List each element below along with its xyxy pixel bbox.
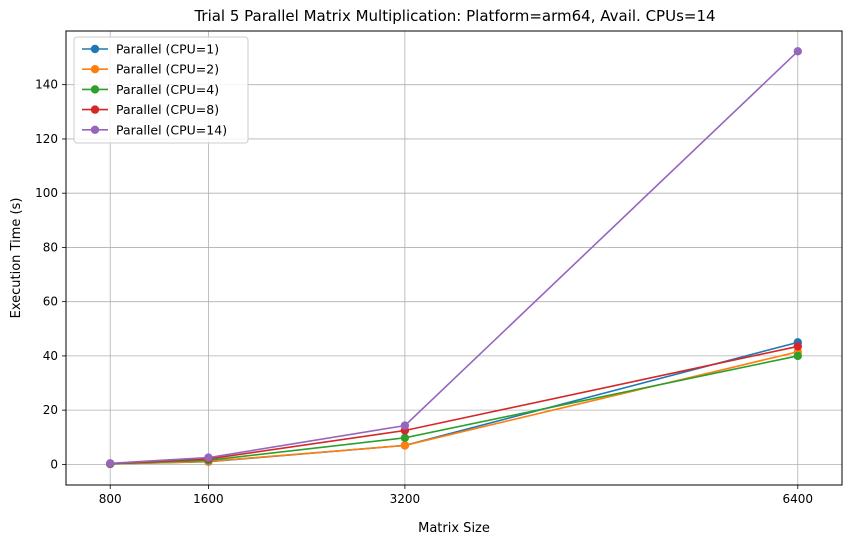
legend-label: Parallel (CPU=2): [116, 62, 219, 77]
x-tick-label: 3200: [390, 492, 421, 506]
data-point: [400, 421, 410, 430]
x-tick-label: 1600: [193, 492, 224, 506]
legend-label: Parallel (CPU=8): [116, 102, 219, 117]
y-tick-label: 80: [43, 240, 58, 254]
series-layer: [106, 47, 802, 469]
legend-marker: [90, 125, 100, 134]
series-2: [106, 347, 802, 469]
data-point: [793, 342, 802, 351]
plot-frame: [65, 30, 843, 486]
legend-marker: [90, 85, 100, 94]
axes: 800 1600 3200 6400 0 20 40 60 80 100 120 140: [35, 78, 813, 506]
x-tick-label: 6400: [783, 492, 814, 506]
legend-label: Parallel (CPU=1): [116, 42, 219, 57]
chart-title: Trial 5 Parallel Matrix Multiplication: …: [193, 7, 715, 25]
y-tick-label: 0: [50, 457, 58, 471]
x-tick-label: 800: [99, 492, 122, 506]
legend-label: Parallel (CPU=14): [116, 122, 227, 137]
y-tick-label: 100: [35, 186, 58, 200]
data-point: [400, 441, 410, 450]
series-line: [110, 50, 799, 465]
series-line: [110, 355, 798, 465]
y-tick-label: 140: [35, 78, 58, 92]
y-tick-label: 20: [43, 403, 58, 417]
series-line: [110, 345, 798, 465]
data-point: [204, 453, 213, 462]
legend-item: Parallel (CPU=4): [82, 82, 219, 97]
legend-item: Parallel (CPU=2): [82, 62, 219, 77]
legend-marker: [90, 44, 100, 54]
y-axis-label: Execution Time (s): [9, 198, 24, 319]
legend-box: [73, 36, 249, 144]
y-tick-label: 40: [43, 349, 58, 363]
legend-label: Parallel (CPU=4): [116, 82, 219, 97]
legend-item: Parallel (CPU=1): [82, 42, 219, 57]
data-point: [793, 47, 802, 56]
y-tick-label: 60: [43, 295, 58, 309]
legend-item: Parallel (CPU=8): [82, 102, 219, 117]
data-point: [400, 433, 410, 443]
series-line: [110, 341, 799, 465]
x-axis-label: Matrix Size: [418, 521, 490, 536]
legend-marker: [90, 65, 100, 74]
series-4: [106, 342, 802, 468]
legend-item: Parallel (CPU=14): [82, 122, 227, 137]
legend: Parallel (CPU=1) Parallel (CPU=2) Parallel…: [73, 36, 249, 144]
y-tick-label: 120: [35, 132, 58, 146]
series-5: [106, 47, 802, 468]
legend-marker: [90, 105, 100, 114]
series-1: [106, 338, 802, 469]
data-point: [793, 351, 802, 361]
data-point: [106, 459, 115, 468]
